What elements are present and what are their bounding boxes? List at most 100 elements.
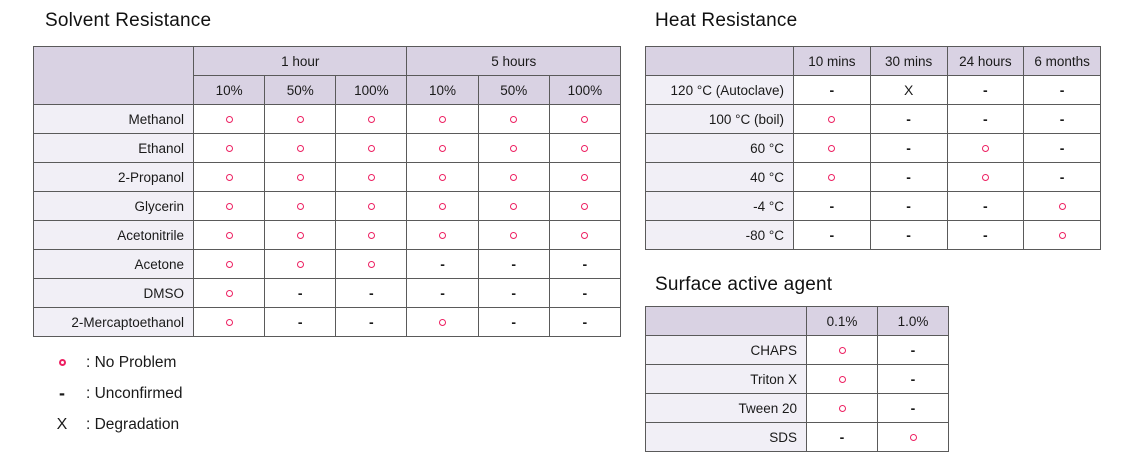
value-cell (192, 278, 266, 308)
no-problem-ring-icon (367, 145, 375, 153)
row-label: Tween 20 (645, 393, 807, 423)
no-problem-ring-icon (225, 261, 233, 269)
heat-resistance-section: Heat Resistance 10 mins 30 mins 24 hours 6 … (645, 10, 1101, 250)
no-problem-ring-icon (510, 145, 518, 153)
value-cell (477, 133, 550, 163)
value-cell: - (806, 422, 878, 452)
table-row: 2-Propanol (33, 162, 622, 192)
row-label: Methanol (33, 104, 194, 134)
legend-label-unconfirmed: : Unconfirmed (86, 384, 183, 402)
value-cell (192, 104, 266, 134)
value-cell (335, 191, 408, 221)
value-cell: - (869, 133, 948, 163)
unconfirmed-dash: - (983, 198, 988, 214)
value-cell: - (406, 278, 479, 308)
value-cell (946, 133, 1025, 163)
unconfirmed-dash: - (582, 256, 588, 272)
unconfirmed-dash: - (582, 285, 588, 301)
table-row: DMSO - - - - - (33, 278, 622, 308)
unconfirmed-dash: - (1059, 111, 1065, 127)
table-row: Methanol (33, 104, 622, 134)
no-problem-ring-icon (439, 232, 447, 240)
unconfirmed-dash: - (906, 198, 911, 214)
legend-item-degradation: X : Degradation (50, 409, 182, 440)
unconfirmed-dash: - (1059, 169, 1065, 185)
no-problem-ring-icon (838, 347, 846, 355)
no-problem-ring-icon (510, 203, 518, 211)
value-cell: - (946, 191, 1025, 221)
value-cell: - (877, 393, 949, 423)
table-row: -4 °C - - - (645, 191, 1101, 221)
value-cell: - (793, 220, 871, 250)
corner-cell (33, 46, 194, 105)
no-problem-ring-icon (367, 232, 375, 240)
no-problem-ring-icon (510, 232, 518, 240)
value-cell: - (869, 220, 948, 250)
row-label: CHAPS (645, 335, 807, 365)
unconfirmed-dash: - (511, 256, 517, 272)
solvent-resistance-section: Solvent Resistance 1 hour 5 hours 10% 50% 10… (33, 10, 622, 337)
value-cell: - (869, 191, 948, 221)
column-group-header: 1 hour (192, 46, 408, 76)
unconfirmed-dash: - (906, 169, 911, 185)
no-problem-ring-icon (828, 116, 836, 124)
value-cell: - (548, 307, 622, 337)
column-header: 100% (548, 75, 622, 105)
row-label: -4 °C (645, 191, 794, 221)
column-header: 24 hours (946, 46, 1025, 76)
value-cell (406, 191, 479, 221)
value-cell (335, 220, 408, 250)
no-problem-ring-icon (225, 319, 233, 327)
unconfirmed-dash: - (440, 256, 445, 272)
solvent-resistance-title: Solvent Resistance (45, 10, 212, 31)
no-problem-ring-icon (225, 116, 233, 124)
row-label: -80 °C (645, 220, 794, 250)
surface-active-agent-table: 0.1% 1.0% CHAPS - Triton X - Tween 20 - SDS - (645, 306, 949, 452)
value-cell: - (877, 364, 949, 394)
no-problem-ring-icon (828, 145, 836, 153)
value-cell (548, 162, 622, 192)
value-cell (477, 191, 550, 221)
unconfirmed-dash: - (369, 285, 374, 301)
table-row: -80 °C - - - (645, 220, 1101, 250)
value-cell (192, 220, 266, 250)
value-cell: - (477, 278, 550, 308)
unconfirmed-dash: - (829, 82, 835, 98)
no-problem-ring-icon (296, 174, 304, 182)
value-cell (1023, 220, 1101, 250)
unconfirmed-dash: - (440, 285, 445, 301)
row-label: 100 °C (boil) (645, 104, 794, 134)
value-cell: - (335, 307, 408, 337)
table-row: SDS - (645, 422, 949, 452)
value-cell: - (869, 162, 948, 192)
value-cell: - (406, 249, 479, 279)
column-header: 50% (264, 75, 337, 105)
unconfirmed-dash: - (369, 314, 374, 330)
row-label: 2-Propanol (33, 162, 194, 192)
no-problem-ring-icon (225, 174, 233, 182)
unconfirmed-dash: - (59, 383, 65, 403)
value-cell (793, 104, 871, 134)
unconfirmed-dash: - (910, 400, 916, 416)
value-cell (406, 220, 479, 250)
unconfirmed-dash: - (906, 227, 911, 243)
value-cell (877, 422, 949, 452)
value-cell (335, 249, 408, 279)
value-cell (406, 104, 479, 134)
unconfirmed-dash: - (906, 140, 911, 156)
column-header: 10% (192, 75, 266, 105)
unconfirmed-dash: - (1059, 140, 1065, 156)
value-cell: - (335, 278, 408, 308)
no-problem-ring-icon (225, 145, 233, 153)
value-cell (946, 162, 1025, 192)
no-problem-ring-icon (225, 232, 233, 240)
value-cell (264, 104, 337, 134)
heat-resistance-title: Heat Resistance (655, 10, 798, 31)
unconfirmed-dash: - (910, 371, 916, 387)
value-cell (793, 133, 871, 163)
value-cell (406, 307, 479, 337)
no-problem-ring-icon (439, 203, 447, 211)
no-problem-ring-icon (296, 232, 304, 240)
no-problem-ring-icon (581, 203, 589, 211)
